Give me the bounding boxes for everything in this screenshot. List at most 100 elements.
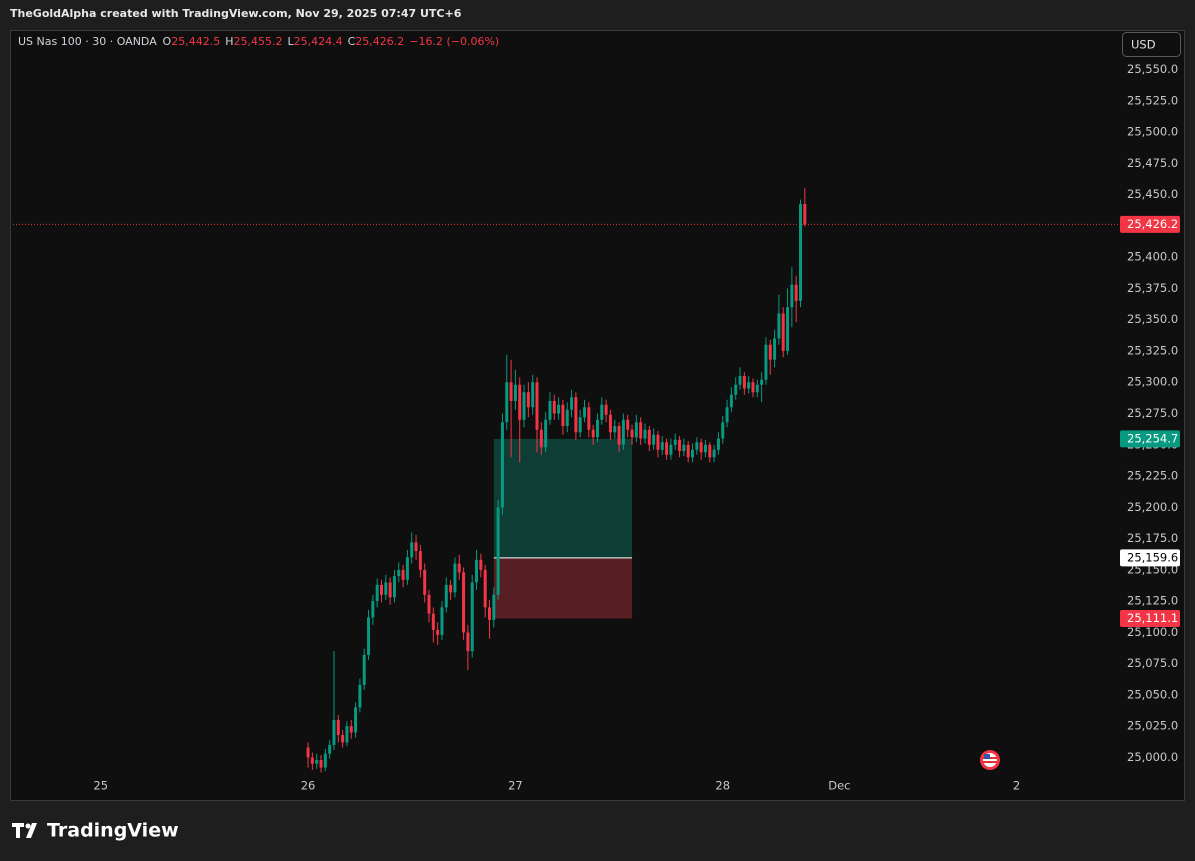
candle-body [384, 582, 388, 595]
candle-body [561, 404, 565, 427]
candle-body [803, 203, 807, 225]
candle-body [764, 344, 768, 380]
candle-body [505, 382, 509, 423]
candle-body [686, 444, 690, 458]
y-tick-label: 25,475.0 [1127, 156, 1178, 170]
candle-body [790, 284, 794, 308]
x-tick-label: 27 [508, 779, 523, 793]
target-label: 25,254.7 [1127, 431, 1178, 445]
candle-body [708, 444, 712, 458]
x-tick-label: 25 [93, 779, 108, 793]
candle-body [470, 582, 474, 652]
candle-body [544, 419, 548, 448]
candle-body [703, 444, 707, 453]
candle-body [695, 442, 699, 450]
candle-body [500, 422, 504, 508]
candle-body [570, 397, 574, 410]
stop-label: 25,111.1 [1127, 611, 1178, 625]
loss-zone [493, 557, 633, 619]
candle-body [725, 407, 729, 423]
x-tick-label: 26 [301, 779, 316, 793]
candle-body [669, 444, 673, 455]
candle-body [397, 569, 401, 577]
candle-body [773, 338, 777, 360]
candle-body [587, 407, 591, 430]
candle-body [440, 607, 444, 635]
candle-body [405, 557, 409, 580]
candle-body [492, 594, 496, 620]
candle-body [418, 551, 422, 570]
currency-button[interactable] [1122, 32, 1181, 57]
candle-body [475, 559, 479, 583]
candle-body [436, 629, 440, 635]
candle-body [630, 429, 634, 438]
y-tick-label: 25,550.0 [1127, 62, 1178, 76]
entry-label: 25,159.6 [1127, 550, 1178, 564]
candle-body [487, 607, 491, 620]
candle-body [336, 719, 340, 735]
candle-body [479, 559, 483, 570]
candle-body [565, 409, 569, 427]
candle-body [513, 384, 517, 401]
legend-value: 25,442.5 [171, 35, 220, 48]
candle-body [466, 632, 470, 652]
candle-body [742, 375, 746, 389]
y-tick-label: 25,275.0 [1127, 406, 1178, 420]
candle-body [617, 426, 621, 445]
candle-body [794, 284, 798, 301]
candle-body [626, 419, 630, 430]
candle-body [608, 414, 612, 433]
candle-body [738, 375, 742, 385]
candle-body [760, 379, 764, 385]
y-tick-label: 25,450.0 [1127, 187, 1178, 201]
candle-body [699, 442, 703, 453]
candle-body [431, 613, 435, 630]
candle-body [509, 382, 513, 401]
candle-body [462, 572, 466, 633]
brand-logo [12, 823, 37, 838]
symbol-legend: US Nas 100 · 30 · OANDA O25,442.5 H25,455.… [18, 35, 499, 48]
y-tick-label: 25,200.0 [1127, 500, 1178, 514]
y-tick-label: 25,125.0 [1127, 594, 1178, 608]
candle-body [595, 419, 599, 438]
candle-body [548, 401, 552, 420]
candle-body [531, 382, 535, 408]
y-tick-label: 25,075.0 [1127, 656, 1178, 670]
y-tick-label: 25,050.0 [1127, 687, 1178, 701]
candle-body [673, 439, 677, 445]
candle-body [371, 601, 375, 618]
candle-body [682, 444, 686, 452]
candle-body [600, 404, 604, 420]
candle-body [755, 384, 759, 393]
stop-tag [1120, 610, 1180, 628]
profit-zone [493, 438, 633, 558]
candle-body [621, 419, 625, 445]
y-tick-label: 25,100.0 [1127, 625, 1178, 639]
y-tick-label: 25,525.0 [1127, 93, 1178, 107]
candle-body [423, 569, 427, 595]
y-tick-label: 25,225.0 [1127, 469, 1178, 483]
candle-body [414, 542, 418, 552]
candle-body [781, 313, 785, 351]
last-price-tag [1120, 215, 1180, 233]
brand-name: TradingView [47, 820, 179, 842]
candle-body [358, 684, 362, 708]
candle-body [328, 744, 332, 754]
y-tick-label: 25,500.0 [1127, 125, 1178, 139]
legend-key: O [163, 35, 172, 48]
candle-body [604, 404, 608, 415]
legend-key: H [225, 35, 233, 48]
y-tick-label: 25,025.0 [1127, 719, 1178, 733]
x-tick-label: Dec [828, 779, 850, 793]
candle-body [518, 384, 522, 420]
candle-body [449, 584, 453, 593]
candle-body [341, 734, 345, 743]
candle-body [349, 726, 353, 733]
currency[interactable]: USD [1131, 38, 1156, 52]
candle-body [379, 584, 383, 595]
candle-body [660, 442, 664, 450]
candle-body [354, 707, 358, 733]
symbol: US Nas 100 · 30 · OANDA [18, 35, 157, 48]
candle-body [747, 382, 751, 389]
candle-body [647, 429, 651, 445]
